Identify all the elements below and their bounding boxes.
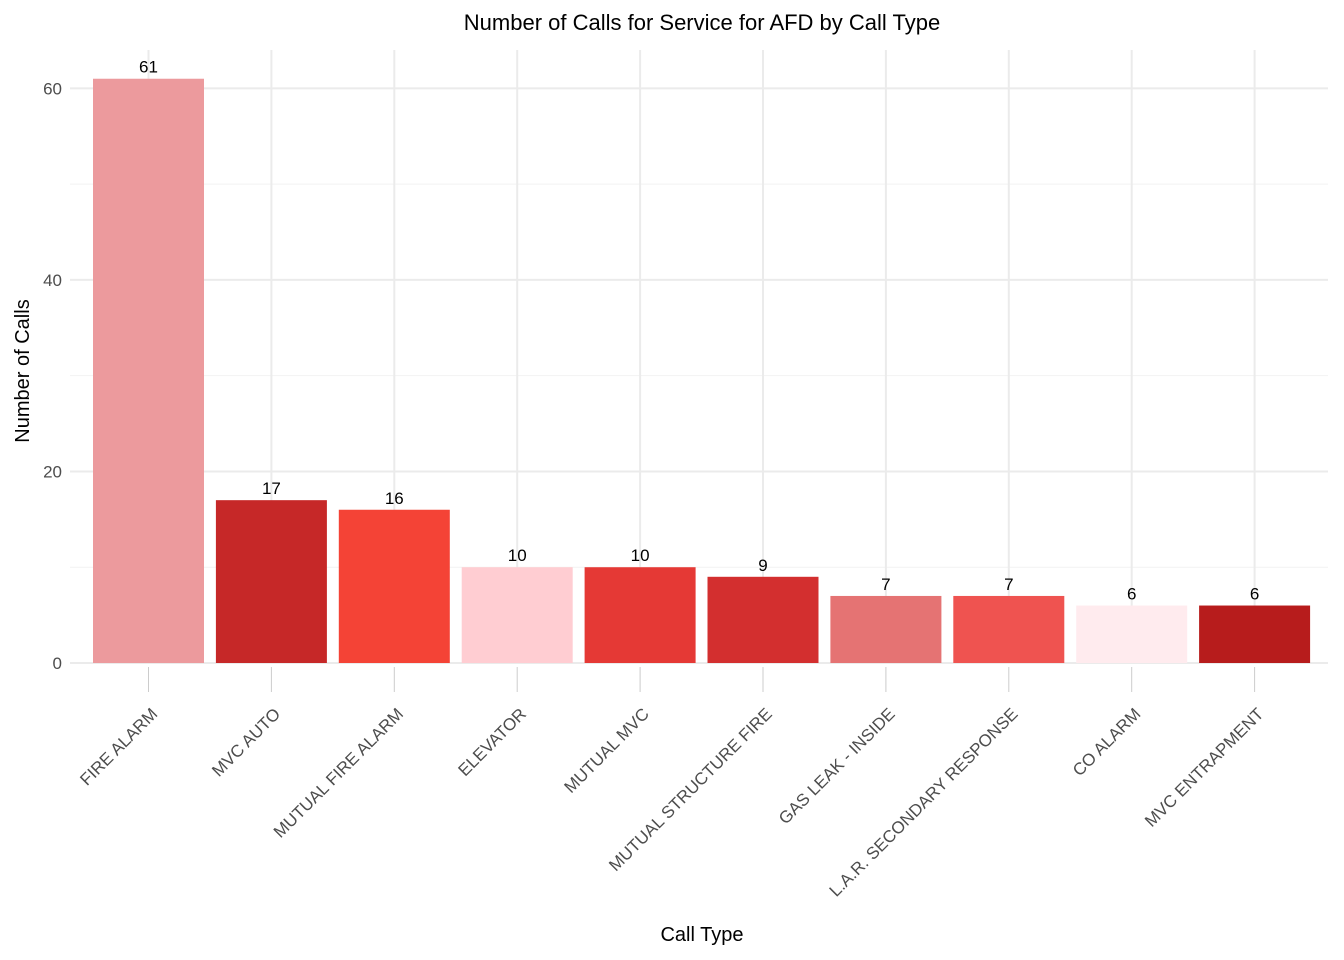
bar xyxy=(338,509,450,663)
bar xyxy=(93,78,204,663)
bar xyxy=(1076,605,1188,663)
y-tick-label: 40 xyxy=(43,271,62,290)
x-tick-label: CO ALARM xyxy=(1069,704,1145,780)
data-label: 17 xyxy=(262,479,281,498)
y-tick-label: 0 xyxy=(53,654,62,673)
grid-lines xyxy=(70,50,1328,664)
y-tick-label: 60 xyxy=(43,79,62,98)
bar xyxy=(215,500,327,663)
y-tick-label: 20 xyxy=(43,462,62,481)
data-label: 6 xyxy=(1127,585,1136,604)
data-label: 7 xyxy=(881,575,890,594)
bar xyxy=(584,567,696,663)
bar xyxy=(461,567,573,663)
data-label: 16 xyxy=(385,489,404,508)
x-tick-label: MUTUAL FIRE ALARM xyxy=(270,704,407,841)
x-tick-label: MVC ENTRAPMENT xyxy=(1141,704,1267,830)
y-axis-ticks: 0 20 40 60 xyxy=(43,79,62,673)
x-tick-label: FIRE ALARM xyxy=(76,704,161,789)
x-tick-label: MVC AUTO xyxy=(208,704,284,780)
data-label: 10 xyxy=(631,546,650,565)
data-label: 7 xyxy=(1004,575,1013,594)
data-label: 10 xyxy=(508,546,527,565)
x-tick-label: MUTUAL MVC xyxy=(560,704,652,796)
bar xyxy=(1199,605,1311,663)
data-label: 6 xyxy=(1250,585,1259,604)
data-labels: 61 17 16 10 10 9 7 7 6 6 xyxy=(139,58,1259,604)
bar xyxy=(953,595,1065,663)
y-axis-title: Number of Calls xyxy=(12,299,34,442)
bar xyxy=(830,595,942,663)
bar xyxy=(707,576,819,663)
data-label: 9 xyxy=(758,556,767,575)
data-label: 61 xyxy=(139,58,158,77)
x-tick-label: ELEVATOR xyxy=(454,704,530,780)
x-axis-title: Call Type xyxy=(660,924,743,946)
bars xyxy=(93,78,1311,663)
x-tick-label: GAS LEAK - INSIDE xyxy=(775,704,899,828)
chart-title: Number of Calls for Service for AFD by C… xyxy=(464,10,940,35)
